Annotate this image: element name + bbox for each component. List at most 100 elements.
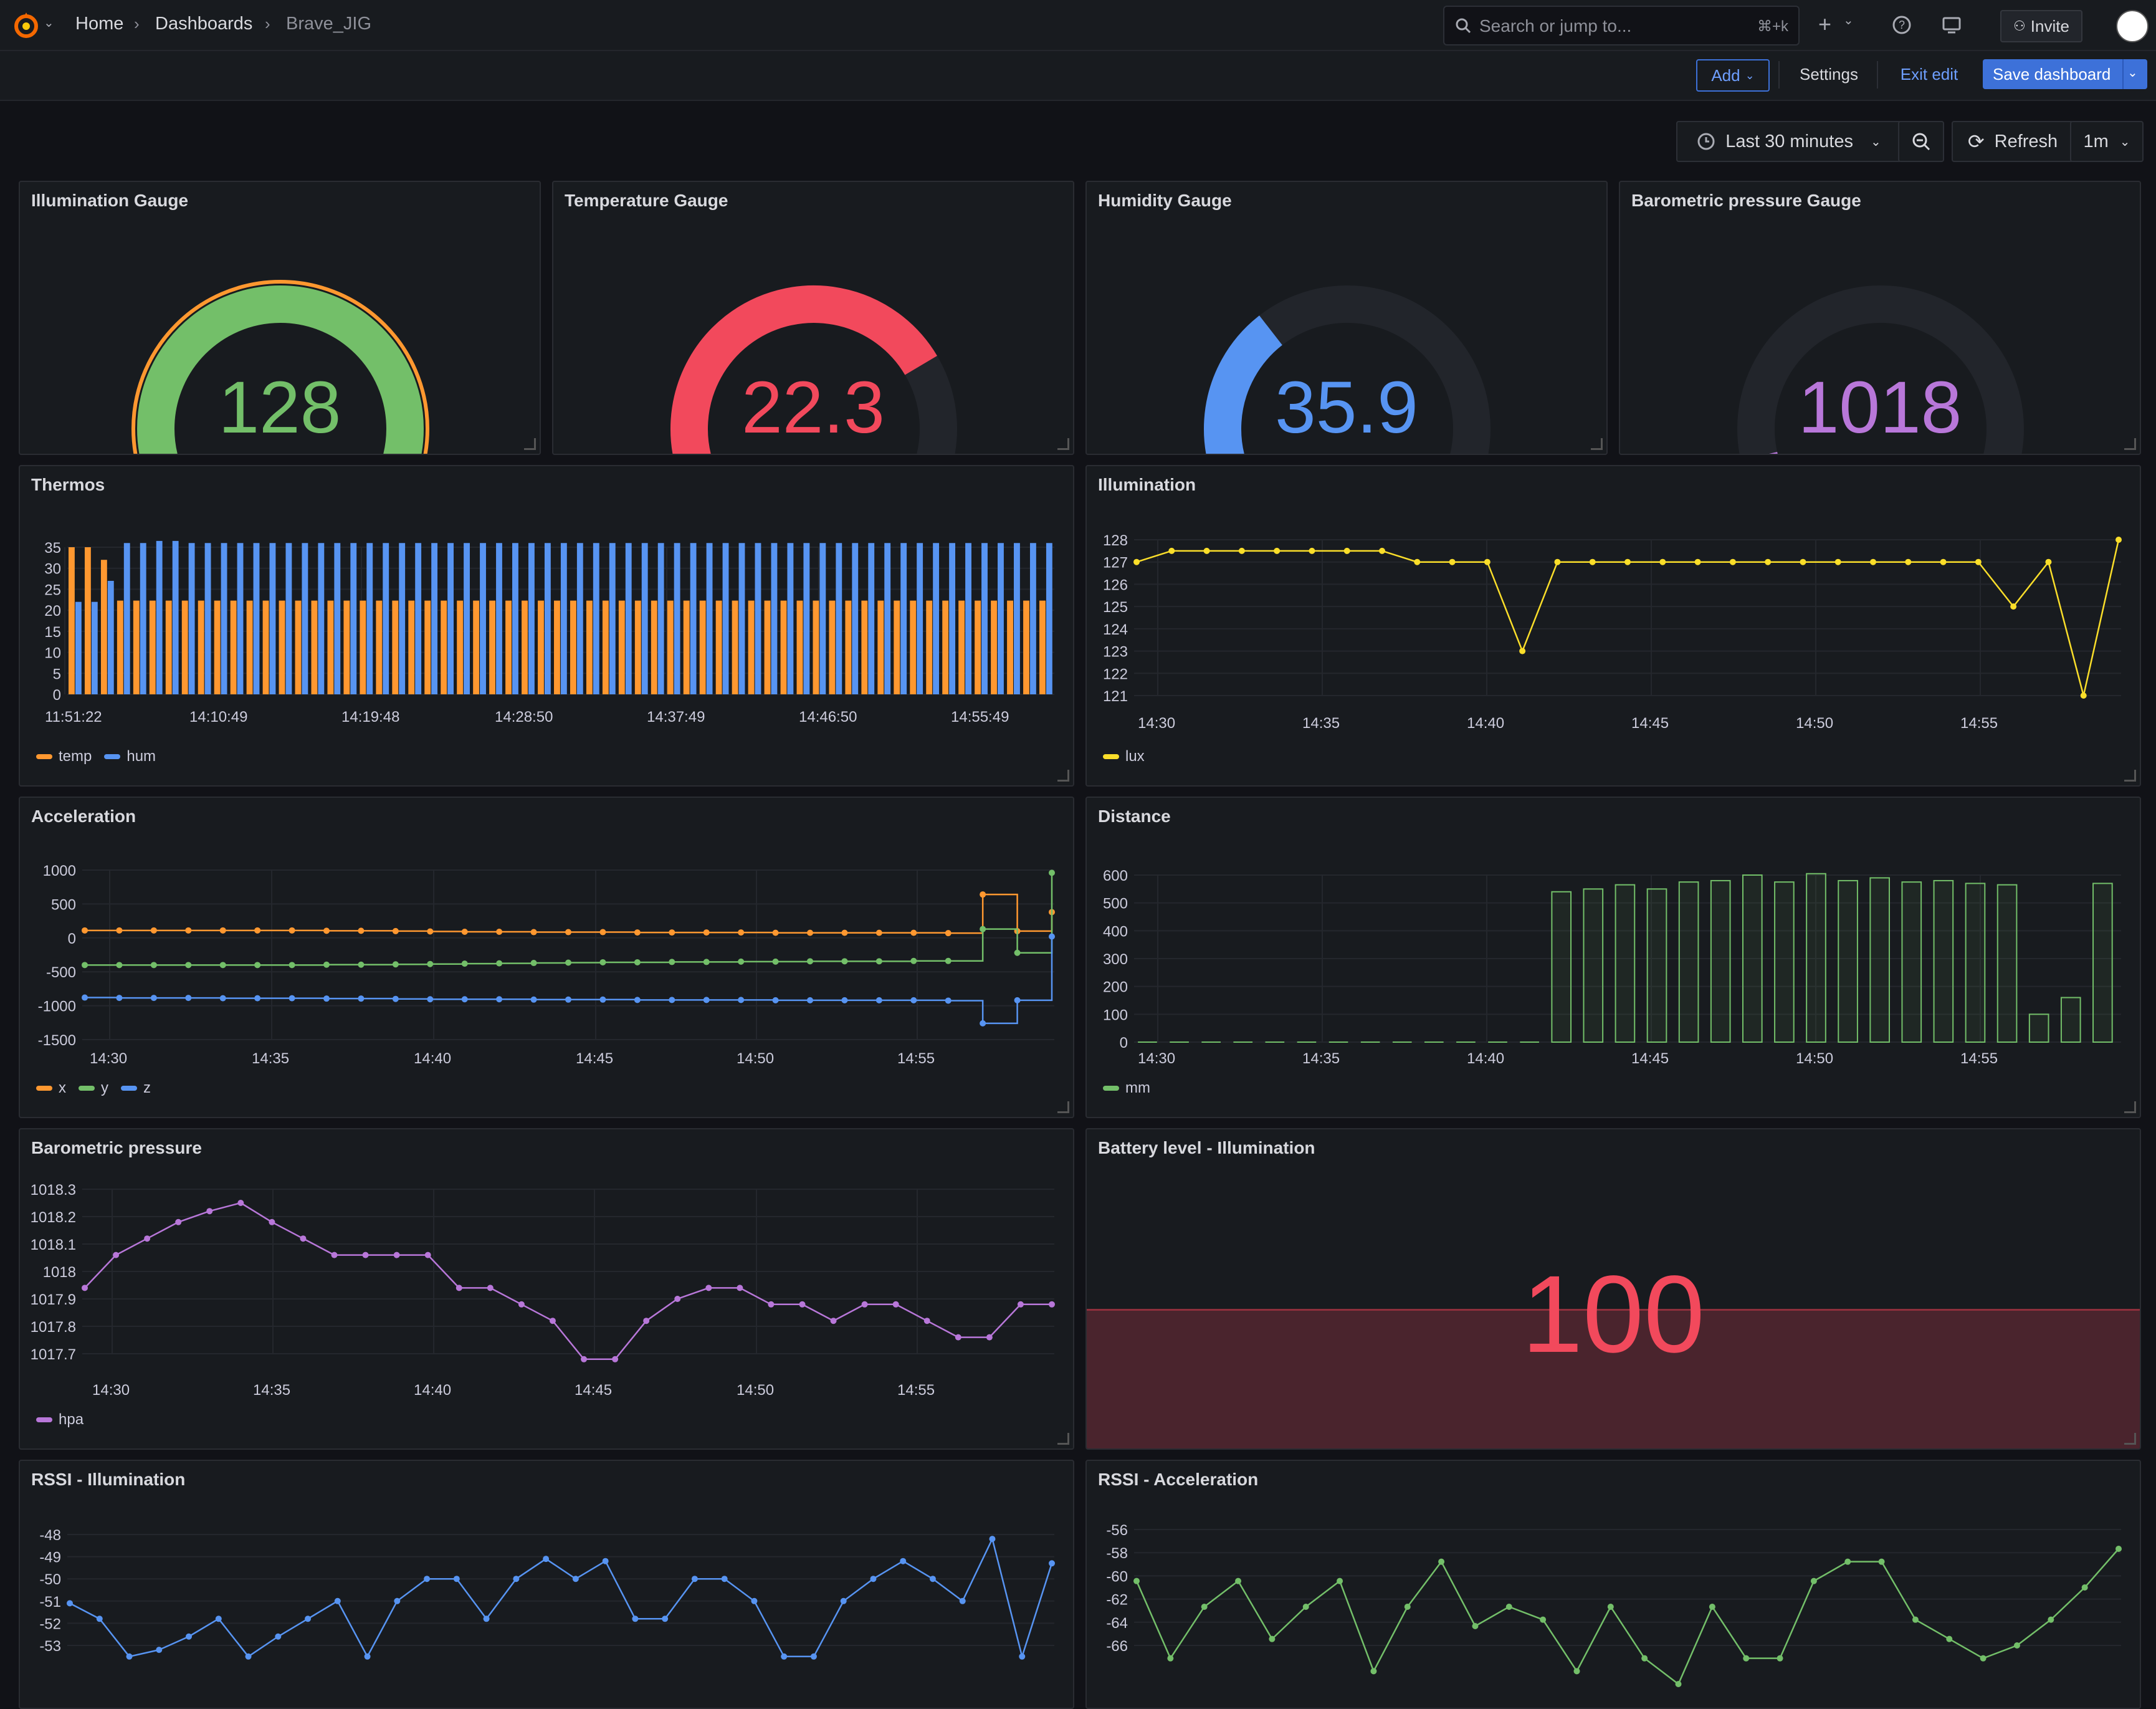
panel-resize-handle[interactable] (2124, 1433, 2136, 1445)
panel-title[interactable]: RSSI - Illumination (31, 1470, 186, 1489)
grafana-logo-icon[interactable] (11, 10, 41, 40)
data-point-hpa (82, 1285, 88, 1291)
gauge-panel-illumination[interactable]: Illumination Gauge 128 (19, 181, 541, 455)
data-point-rssi (1505, 1604, 1512, 1610)
y-tick-label: 123 (1103, 644, 1128, 661)
plus-icon[interactable]: + (1818, 11, 1832, 37)
chart-panel-pressure[interactable]: Barometric pressure 1018.3 1018.2 1018.1 10… (19, 1128, 1074, 1450)
bar-temp (861, 600, 868, 694)
panel-title[interactable]: Barometric pressure (31, 1138, 202, 1157)
bar-hum (75, 601, 82, 694)
user-avatar[interactable] (2116, 10, 2149, 42)
time-range-label: Last 30 minutes (1725, 131, 1853, 151)
zoom-out-button[interactable] (1898, 121, 1944, 162)
panel-resize-handle[interactable] (1057, 1433, 1069, 1445)
panel-resize-handle[interactable] (1591, 438, 1603, 450)
data-point-x (841, 929, 848, 936)
gauge-chart (1737, 285, 2024, 454)
legend-item-x[interactable]: x (36, 1079, 66, 1097)
panel-title[interactable]: Thermos (31, 475, 105, 494)
data-point-z (910, 997, 917, 1003)
data-point-x (254, 927, 261, 934)
x-tick-label: 14:30 (90, 1050, 127, 1067)
stat-panel-battery[interactable]: Battery level - Illumination 100 (1085, 1128, 2141, 1450)
breadcrumb-dashboards[interactable]: Dashboards (155, 14, 253, 34)
bar-mm (1710, 879, 1731, 1043)
data-point-y (150, 962, 157, 969)
data-point-rssi (900, 1558, 907, 1564)
data-point-y (669, 959, 675, 965)
gauge-panel-humidity[interactable]: Humidity Gauge 35.9 (1085, 181, 1608, 455)
panel-resize-handle[interactable] (1057, 1101, 1069, 1113)
bar-temp (165, 600, 172, 694)
chart-panel-rssi-illumination[interactable]: RSSI - Illumination -48 -49 -50 -51 -52 -53 (19, 1460, 1074, 1709)
search-shortcut: ⌘+k (1757, 18, 1788, 35)
panel-resize-handle[interactable] (1057, 438, 1069, 450)
chevron-down-icon[interactable]: ⌄ (1843, 14, 1854, 27)
panel-title[interactable]: Barometric pressure Gauge (1631, 191, 1861, 210)
chevron-down-icon[interactable]: ⌄ (44, 16, 54, 30)
legend-item-mm[interactable]: mm (1103, 1079, 1150, 1097)
legend-item-z[interactable]: z (121, 1079, 151, 1097)
panel-title[interactable]: Battery level - Illumination (1098, 1138, 1315, 1157)
chart-panel-thermos[interactable]: Thermos 35 30 25 20 15 10 5 0 11:51:22 14:10:49 14… (19, 465, 1074, 787)
save-dashboard-button[interactable]: Save dashboard (1983, 59, 2147, 89)
data-point-rssi (1302, 1604, 1309, 1610)
time-range-picker[interactable]: Last 30 minutes ⌄ (1676, 121, 1902, 162)
panel-resize-handle[interactable] (524, 438, 536, 450)
panel-resize-handle[interactable] (1057, 770, 1069, 782)
legend-item-temp[interactable]: temp (36, 748, 92, 765)
legend-item-y[interactable]: y (79, 1079, 108, 1097)
panel-title[interactable]: RSSI - Acceleration (1098, 1470, 1259, 1489)
bar-hum (771, 543, 778, 694)
add-button[interactable]: Add ⌄ (1696, 59, 1770, 92)
data-point-rssi (156, 1647, 163, 1654)
data-point-hpa (518, 1301, 525, 1308)
chart-panel-illumination[interactable]: Illumination 128 127 126 125 124 123 122 121 14:… (1085, 465, 2141, 787)
refresh-interval-picker[interactable]: 1m ⌄ (2070, 121, 2144, 162)
panel-resize-handle[interactable] (2124, 770, 2136, 782)
data-point-z (634, 997, 641, 1003)
panel-title[interactable]: Acceleration (31, 807, 136, 826)
data-point-z (185, 995, 192, 1002)
legend-item-hum[interactable]: hum (104, 748, 156, 765)
bar-hum (690, 543, 697, 694)
data-point-y (738, 958, 745, 965)
bar-temp (117, 600, 123, 694)
help-icon[interactable]: ? (1892, 15, 1912, 35)
chart-panel-distance[interactable]: Distance 600 500 400 300 200 100 0 14:30 14:35 14… (1085, 797, 2141, 1118)
bar-temp (295, 600, 302, 694)
legend-item-hpa[interactable]: hpa (36, 1411, 83, 1429)
bar-temp (683, 600, 690, 694)
panel-resize-handle[interactable] (2124, 438, 2136, 450)
gauge-panel-temperature[interactable]: Temperature Gauge 22.3 (552, 181, 1074, 455)
legend-item-lux[interactable]: lux (1103, 748, 1145, 765)
panel-title[interactable]: Humidity Gauge (1098, 191, 1232, 210)
data-point-lux (1624, 558, 1631, 565)
search-input[interactable]: Search or jump to... ⌘+k (1443, 6, 1800, 45)
data-point-y (634, 959, 641, 965)
panel-title[interactable]: Illumination Gauge (31, 191, 189, 210)
data-point-rssi (1777, 1655, 1783, 1662)
chart-panel-acceleration[interactable]: Acceleration 1000 500 0 -500 -1000 -1500 14:30… (19, 797, 1074, 1118)
chart-panel-rssi-acceleration[interactable]: RSSI - Acceleration -56 -58 -60 -62 -64 -66 (1085, 1460, 2141, 1709)
panel-title[interactable]: Temperature Gauge (565, 191, 728, 210)
gauge-chart (1204, 285, 1491, 454)
y-tick-label: 1018.2 (31, 1209, 76, 1226)
breadcrumb-home[interactable]: Home (75, 14, 124, 34)
refresh-button[interactable]: ⟳ Refresh (1952, 121, 2074, 162)
kiosk-mode-icon[interactable] (1942, 15, 1962, 35)
chevron-down-icon[interactable]: ⌄ (2127, 66, 2138, 80)
settings-button[interactable]: Settings (1788, 59, 1869, 89)
panel-title[interactable]: Illumination (1098, 475, 1196, 494)
bar-hum (998, 543, 1004, 694)
y-tick-label: -1500 (38, 1032, 76, 1049)
panel-title[interactable]: Distance (1098, 807, 1171, 826)
panel-resize-handle[interactable] (2124, 1101, 2136, 1113)
data-point-rssi (840, 1597, 847, 1604)
gauge-panel-pressure[interactable]: Barometric pressure Gauge 1018 (1619, 181, 2141, 455)
bar-hum (738, 543, 745, 694)
data-point-rssi (1337, 1577, 1343, 1584)
exit-edit-button[interactable]: Exit edit (1886, 59, 1973, 89)
invite-button[interactable]: ⚇ Invite (2000, 10, 2082, 42)
